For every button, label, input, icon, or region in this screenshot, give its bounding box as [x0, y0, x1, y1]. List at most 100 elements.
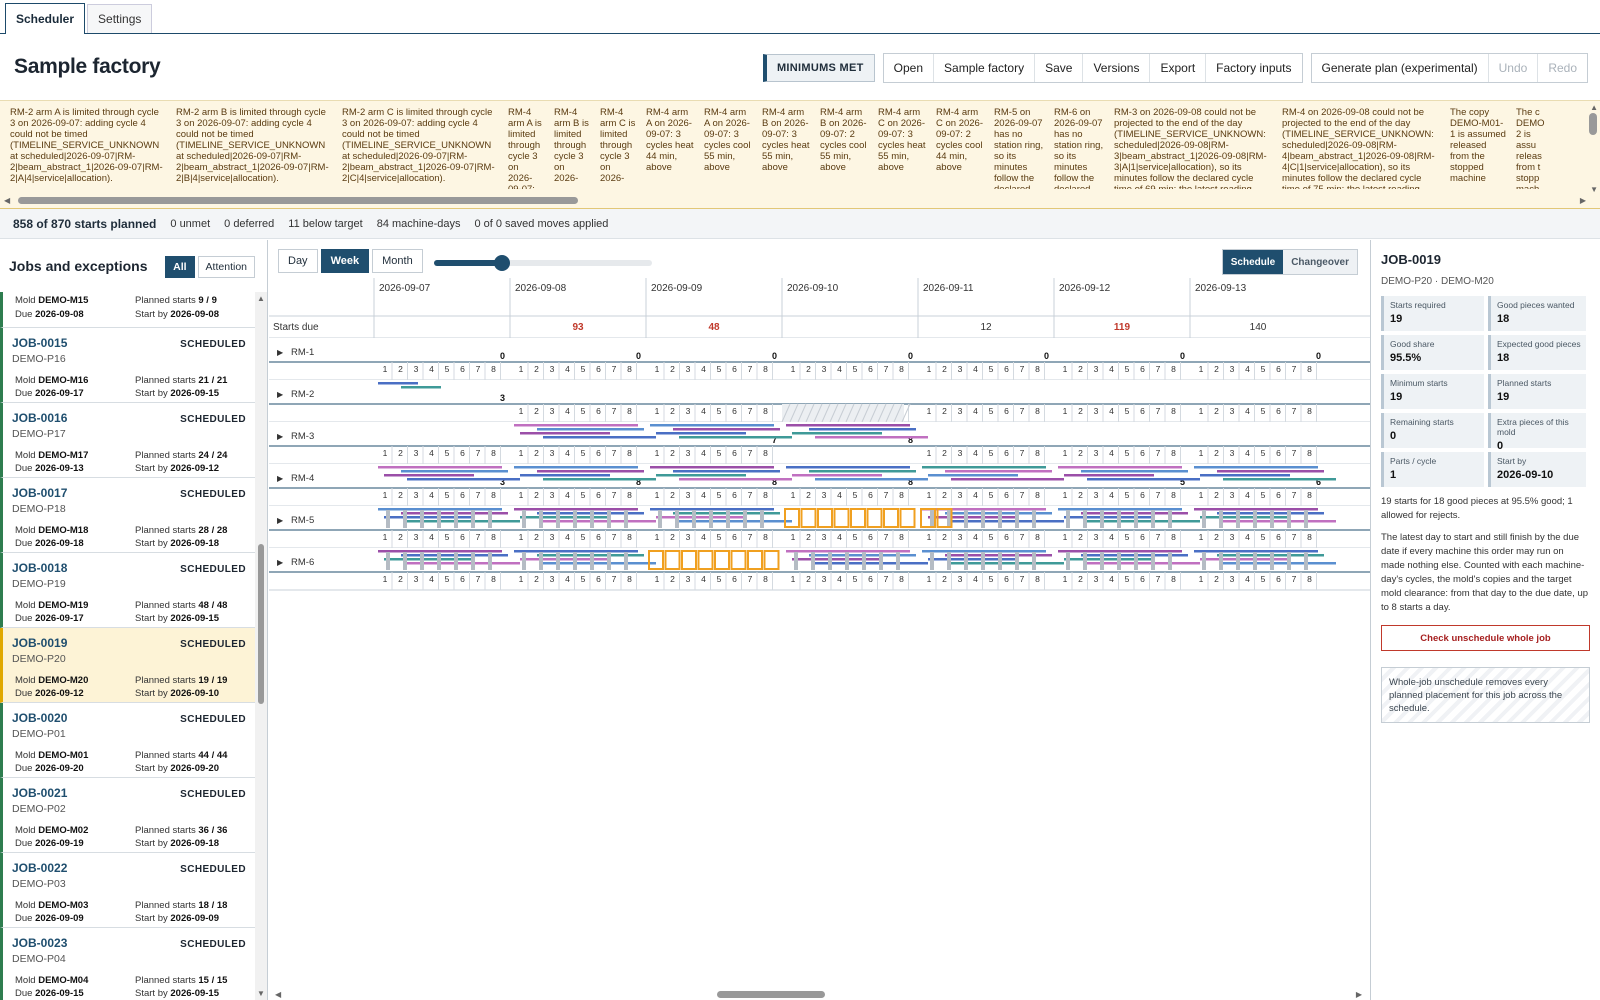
factory-name-button[interactable]: Sample factory — [934, 54, 1036, 82]
list-item[interactable]: JOB-0015 SCHEDULED DEMO-P16 Mold DEMO-M16 Pl… — [0, 328, 256, 403]
machine-slot-mark — [709, 510, 713, 528]
planned-value: 48 / 48 — [198, 600, 228, 611]
cycle-number: 1 — [383, 532, 388, 542]
cycle-number: 4 — [565, 574, 570, 584]
factory-inputs-button[interactable]: Factory inputs — [1206, 54, 1302, 82]
list-item[interactable]: JOB-0021 SCHEDULED DEMO-P02 Mold DEMO-M02 Pl… — [0, 778, 256, 853]
zoom-slider[interactable] — [434, 255, 652, 271]
cycle-number: 6 — [1004, 406, 1009, 416]
machine-name: RM-4 — [291, 473, 314, 484]
cycle-number: 3 — [686, 574, 691, 584]
jobs-scrollbar[interactable]: ▲ ▼ — [255, 292, 267, 1000]
undo-button[interactable]: Undo — [1488, 54, 1539, 82]
cycle-number: 6 — [868, 490, 873, 500]
cycle-number: 4 — [1245, 364, 1250, 374]
schedule-bar — [679, 436, 792, 439]
schedule-bar — [543, 436, 656, 439]
job-list: Mold DEMO-M15 Planned starts 9 / 9 Due 2… — [0, 292, 256, 1000]
save-button[interactable]: Save — [1035, 54, 1084, 82]
scroll-down-icon[interactable]: ▼ — [1590, 185, 1598, 194]
list-item[interactable]: JOB-0017 SCHEDULED DEMO-P18 Mold DEMO-M18 Pl… — [0, 478, 256, 553]
list-item[interactable]: JOB-0023 SCHEDULED DEMO-P04 Mold DEMO-M04 Pl… — [0, 928, 256, 1000]
scroll-up-icon[interactable]: ▲ — [1590, 103, 1598, 112]
scroll-right-icon[interactable]: ▶ — [1579, 196, 1586, 205]
job-planned: Planned starts 21 / 21 — [135, 375, 227, 386]
starts-due-label: Starts due — [273, 322, 319, 333]
redo-button[interactable]: Redo — [1538, 54, 1587, 82]
job-id[interactable]: JOB-0017 — [12, 486, 68, 500]
job-id[interactable]: JOB-0019 — [12, 636, 68, 650]
job-id[interactable]: JOB-0018 — [12, 561, 68, 575]
job-id[interactable]: JOB-0015 — [12, 336, 68, 350]
job-due: Due 2026-09-13 — [15, 463, 84, 474]
scroll-down-icon[interactable]: ▼ — [257, 989, 265, 998]
planned-label: Planned starts — [135, 750, 196, 761]
schedule-mode-button[interactable]: Schedule — [1222, 250, 1284, 274]
cycle-number: 1 — [1199, 364, 1204, 374]
export-button[interactable]: Export — [1150, 54, 1207, 82]
schedule-hscrollbar[interactable]: ◀ ▶ — [269, 988, 1370, 1000]
changeover-mode-button[interactable]: Changeover — [1283, 250, 1357, 274]
schedule-hscroll-thumb[interactable] — [717, 991, 825, 998]
zoom-slider-knob[interactable] — [493, 255, 510, 271]
day-count: 7 — [772, 435, 777, 445]
machine-slot-mark — [437, 510, 441, 528]
due-label: Due — [15, 763, 33, 774]
mode-toggle: Schedule Changeover — [1221, 249, 1358, 275]
list-item[interactable]: JOB-0020 SCHEDULED DEMO-P01 Mold DEMO-M01 Pl… — [0, 703, 256, 778]
tab-scheduler[interactable]: Scheduler — [5, 3, 86, 34]
open-button[interactable]: Open — [883, 54, 935, 82]
check-unschedule-button[interactable]: Check unschedule whole job — [1381, 625, 1590, 651]
scroll-up-icon[interactable]: ▲ — [257, 294, 265, 303]
job-product: DEMO-P18 — [12, 503, 66, 515]
due-label: Due — [15, 463, 33, 474]
cycle-number: 5 — [1125, 574, 1130, 584]
jobs-scroll-thumb[interactable] — [258, 544, 264, 704]
job-due: Due 2026-09-12 — [15, 688, 84, 699]
scroll-left-icon[interactable]: ◀ — [275, 990, 282, 999]
view-week-button[interactable]: Week — [320, 249, 370, 273]
status-badge: SCHEDULED — [180, 414, 246, 425]
cycle-number: 7 — [476, 364, 481, 374]
cycle-number: 2 — [1214, 448, 1219, 458]
expand-icon[interactable]: ▶ — [277, 474, 284, 483]
expand-icon[interactable]: ▶ — [277, 390, 284, 399]
cycle-number: 4 — [429, 448, 434, 458]
cycle-number: 2 — [398, 490, 403, 500]
cycle-number: 2 — [1078, 532, 1083, 542]
list-item[interactable]: JOB-0022 SCHEDULED DEMO-P03 Mold DEMO-M03 Pl… — [0, 853, 256, 928]
expand-icon[interactable]: ▶ — [277, 516, 284, 525]
list-item[interactable]: JOB-0018 SCHEDULED DEMO-P19 Mold DEMO-M19 Pl… — [0, 553, 256, 628]
tab-settings[interactable]: Settings — [87, 4, 153, 33]
view-day-button[interactable]: Day — [278, 249, 318, 273]
cycle-number: 7 — [884, 532, 889, 542]
list-item[interactable]: JOB-0019 SCHEDULED DEMO-P20 Mold DEMO-M20 Pl… — [0, 628, 256, 703]
job-id[interactable]: JOB-0023 — [12, 936, 68, 950]
expand-icon[interactable]: ▶ — [277, 558, 284, 567]
job-id[interactable]: JOB-0021 — [12, 786, 68, 800]
filter-attention-button[interactable]: Attention — [197, 256, 255, 278]
job-id[interactable]: JOB-0020 — [12, 711, 68, 725]
machine-slot-mark — [573, 510, 577, 528]
expand-icon[interactable]: ▶ — [277, 348, 284, 357]
warnings-hscroll-thumb[interactable] — [18, 197, 578, 204]
warnings-vscroll-thumb[interactable] — [1589, 113, 1597, 135]
list-item[interactable]: Mold DEMO-M15 Planned starts 9 / 9 Due 2… — [0, 292, 256, 328]
scroll-right-icon[interactable]: ▶ — [1355, 990, 1362, 999]
warnings-hscrollbar[interactable] — [4, 196, 1574, 204]
cycle-number: 8 — [491, 490, 496, 500]
view-month-button[interactable]: Month — [372, 249, 423, 273]
versions-button[interactable]: Versions — [1083, 54, 1151, 82]
expand-icon[interactable]: ▶ — [277, 432, 284, 441]
schedule-grid[interactable]: 2026-09-07 2026-09-08 2026-09-09 2026-09-10… — [269, 278, 1370, 978]
filter-all-button[interactable]: All — [165, 256, 195, 278]
scroll-left-icon[interactable]: ◀ — [4, 196, 11, 205]
job-id[interactable]: JOB-0016 — [12, 411, 68, 425]
schedule-bar — [514, 508, 638, 511]
job-id[interactable]: JOB-0022 — [12, 861, 68, 875]
cycle-number: 1 — [1063, 574, 1068, 584]
cycle-number: 5 — [445, 364, 450, 374]
list-item[interactable]: JOB-0016 SCHEDULED DEMO-P17 Mold DEMO-M17 Pl… — [0, 403, 256, 478]
day-count: 8 — [772, 477, 777, 487]
generate-plan-button[interactable]: Generate plan (experimental) — [1311, 54, 1489, 82]
